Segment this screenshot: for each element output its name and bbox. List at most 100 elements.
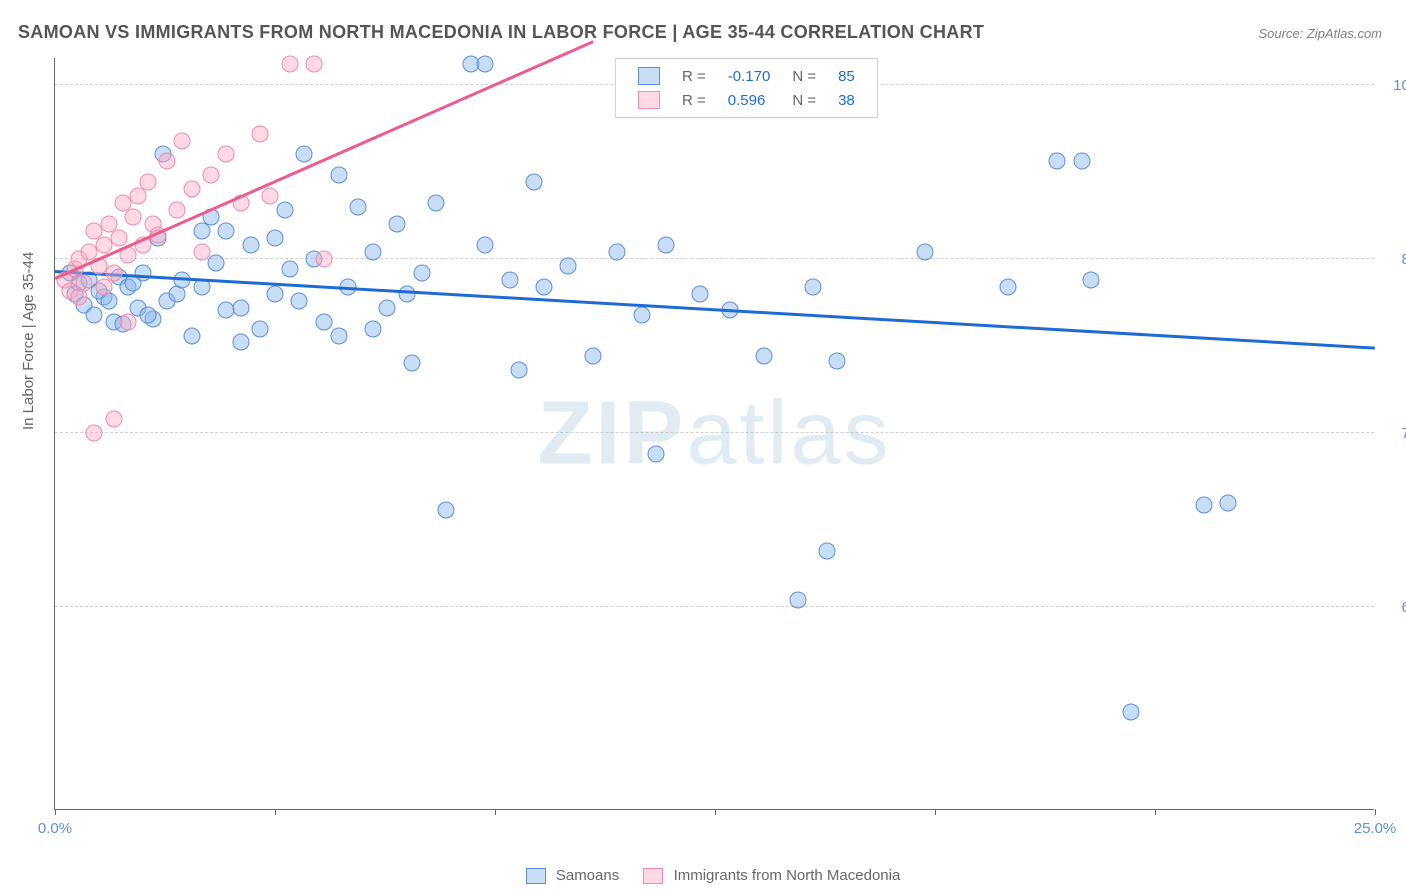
scatter-point (218, 223, 235, 240)
y-axis-label: In Labor Force | Age 35-44 (20, 252, 37, 430)
scatter-point (379, 299, 396, 316)
chart-container: SAMOAN VS IMMIGRANTS FROM NORTH MACEDONI… (0, 0, 1406, 892)
scatter-point (120, 313, 137, 330)
scatter-point (203, 167, 220, 184)
scatter-point (139, 306, 156, 323)
x-tick (275, 809, 276, 815)
scatter-point (804, 278, 821, 295)
scatter-point (276, 202, 293, 219)
scatter-point (208, 255, 225, 272)
scatter-point (306, 55, 323, 72)
scatter-point (438, 501, 455, 518)
scatter-point (413, 264, 430, 281)
correlation-legend: R = -0.170 N = 85 R = 0.596 N = 38 (615, 58, 878, 118)
scatter-point (658, 237, 675, 254)
scatter-point (819, 543, 836, 560)
scatter-point (330, 327, 347, 344)
scatter-point (1220, 494, 1237, 511)
scatter-point (218, 146, 235, 163)
scatter-point (125, 209, 142, 226)
scatter-point (262, 188, 279, 205)
swatch-blue-icon (638, 67, 660, 85)
scatter-point (829, 352, 846, 369)
scatter-point (364, 243, 381, 260)
legend-row-macedonia: R = 0.596 N = 38 (628, 89, 865, 111)
scatter-point (193, 243, 210, 260)
chart-title: SAMOAN VS IMMIGRANTS FROM NORTH MACEDONI… (18, 22, 984, 43)
scatter-point (252, 125, 269, 142)
scatter-point (86, 306, 103, 323)
n-label: N = (782, 65, 826, 87)
scatter-point (560, 257, 577, 274)
scatter-point (1122, 703, 1139, 720)
trend-line (55, 270, 1375, 349)
scatter-point (477, 237, 494, 254)
legend-row-samoans: R = -0.170 N = 85 (628, 65, 865, 87)
scatter-point (477, 55, 494, 72)
scatter-point (1073, 153, 1090, 170)
y-tick-label: 87.5% (1384, 251, 1406, 268)
scatter-point (364, 320, 381, 337)
grid-line (55, 606, 1374, 607)
n-label: N = (782, 89, 826, 111)
scatter-point (174, 132, 191, 149)
scatter-point (330, 167, 347, 184)
scatter-point (403, 355, 420, 372)
scatter-point (252, 320, 269, 337)
scatter-point (139, 174, 156, 191)
x-tick-label: 25.0% (1354, 820, 1397, 837)
x-tick (1155, 809, 1156, 815)
scatter-point (110, 230, 127, 247)
scatter-point (183, 327, 200, 344)
swatch-pink-icon (643, 868, 663, 884)
scatter-point (159, 153, 176, 170)
x-tick (935, 809, 936, 815)
scatter-point (183, 181, 200, 198)
r-label: R = (672, 65, 716, 87)
scatter-point (315, 313, 332, 330)
scatter-point (232, 299, 249, 316)
scatter-point (633, 306, 650, 323)
scatter-point (232, 334, 249, 351)
r-value-macedonia: 0.596 (718, 89, 781, 111)
trend-line (54, 41, 593, 280)
source-attribution: Source: ZipAtlas.com (1258, 26, 1382, 41)
scatter-point (281, 260, 298, 277)
scatter-point (315, 250, 332, 267)
legend-label-macedonia: Immigrants from North Macedonia (674, 867, 901, 884)
scatter-point (350, 199, 367, 216)
scatter-point (692, 285, 709, 302)
scatter-point (291, 292, 308, 309)
grid-line (55, 258, 1374, 259)
legend-label-samoans: Samoans (556, 867, 619, 884)
scatter-point (511, 362, 528, 379)
x-tick (55, 809, 56, 815)
scatter-point (389, 216, 406, 233)
scatter-point (135, 264, 152, 281)
r-value-samoans: -0.170 (718, 65, 781, 87)
swatch-blue-icon (526, 868, 546, 884)
scatter-point (501, 271, 518, 288)
scatter-point (296, 146, 313, 163)
scatter-point (609, 243, 626, 260)
scatter-point (95, 278, 112, 295)
scatter-point (86, 425, 103, 442)
x-tick-label: 0.0% (38, 820, 72, 837)
scatter-point (1000, 278, 1017, 295)
scatter-point (242, 237, 259, 254)
scatter-point (526, 174, 543, 191)
series-legend: Samoans Immigrants from North Macedonia (0, 867, 1406, 884)
n-value-samoans: 85 (828, 65, 865, 87)
scatter-point (399, 285, 416, 302)
scatter-point (71, 288, 88, 305)
scatter-point (535, 278, 552, 295)
x-tick (1375, 809, 1376, 815)
y-tick-label: 100.0% (1384, 77, 1406, 94)
scatter-point (790, 592, 807, 609)
y-tick-label: 75.0% (1384, 425, 1406, 442)
n-value-macedonia: 38 (828, 89, 865, 111)
scatter-point (105, 411, 122, 428)
scatter-point (755, 348, 772, 365)
swatch-pink-icon (638, 91, 660, 109)
scatter-point (1083, 271, 1100, 288)
